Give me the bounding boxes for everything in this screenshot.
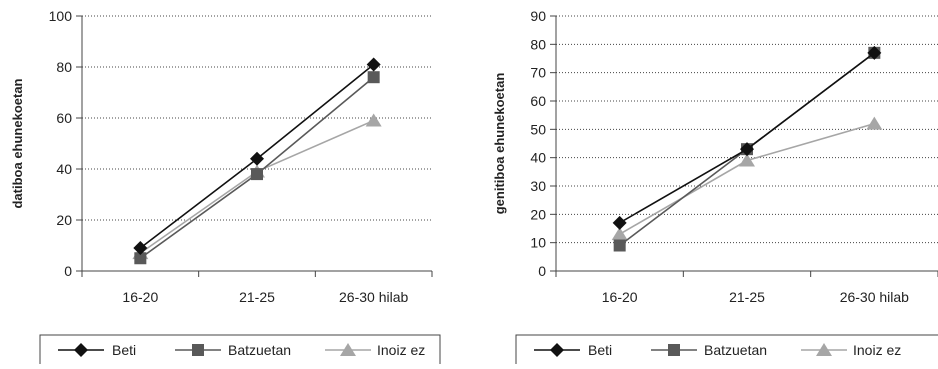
y-tick-label: 60	[56, 110, 72, 126]
legend-marker-triangle	[816, 343, 832, 356]
data-point	[866, 116, 883, 130]
x-tick-label: 26-30 hilab	[840, 289, 909, 305]
x-tick-label: 16-20	[602, 289, 638, 305]
chart-2: 0 10 20 30 40 50 60 70 80 90 16-20 21-25 26-30 hilab…	[492, 8, 938, 368]
y-tick-label: 10	[530, 235, 546, 251]
data-point	[367, 71, 380, 84]
y-tick-label: 70	[530, 65, 546, 81]
y-tick-label: 40	[530, 150, 546, 166]
x-tick-label: 21-25	[729, 289, 765, 305]
series-line-beti	[619, 52, 875, 224]
data-point	[612, 215, 627, 230]
legend-marker-diamond	[74, 343, 88, 357]
data-point	[611, 227, 628, 241]
legend-label: Inoiz ez	[377, 342, 425, 358]
data-point	[739, 153, 755, 167]
legend-marker-square	[668, 344, 680, 356]
legend-label: Inoiz ez	[853, 342, 901, 358]
y-tick-label: 100	[49, 8, 73, 24]
y-axis-label: datiboa ehunekoetan	[10, 78, 25, 208]
data-point	[251, 168, 263, 181]
data-point	[740, 142, 754, 157]
legend: Beti Batzuetan Inoiz ez	[515, 334, 938, 368]
legend-box	[39, 334, 441, 368]
y-tick-label: 60	[530, 93, 546, 109]
y-tick-label: 0	[64, 263, 72, 279]
data-point	[613, 239, 626, 252]
chart-1: 0 20 40 60 80 100 16-20 21-25 26-30 hilab datiboa…	[10, 8, 441, 368]
legend-label: Beti	[588, 342, 612, 358]
legend-label: Beti	[112, 342, 136, 358]
y-tick-label: 20	[530, 206, 546, 222]
y-tick-label: 90	[530, 8, 546, 24]
x-tick-label: 16-20	[122, 289, 158, 305]
legend-label: Batzuetan	[228, 342, 291, 358]
y-tick-label: 20	[56, 212, 72, 228]
x-tick-label: 26-30 hilab	[339, 289, 408, 305]
legend-marker-diamond	[550, 343, 564, 357]
x-tick-label: 21-25	[239, 289, 275, 305]
legend-label: Batzuetan	[704, 342, 767, 358]
y-tick-label: 80	[56, 59, 72, 75]
legend-marker-square	[192, 344, 204, 356]
y-axis-label: genitiboa ehunekoetan	[492, 73, 507, 215]
y-tick-label: 30	[530, 178, 546, 194]
data-point	[867, 45, 882, 60]
legend: Beti Batzuetan Inoiz ez	[39, 334, 441, 368]
data-point	[366, 57, 381, 72]
data-point	[365, 113, 382, 127]
legend-marker-triangle	[340, 343, 356, 356]
y-tick-label: 0	[538, 263, 546, 279]
data-point	[250, 151, 264, 166]
y-tick-label: 40	[56, 161, 72, 177]
data-point	[134, 252, 147, 265]
y-tick-label: 80	[530, 36, 546, 52]
y-tick-label: 50	[530, 121, 546, 137]
data-point	[133, 241, 148, 256]
